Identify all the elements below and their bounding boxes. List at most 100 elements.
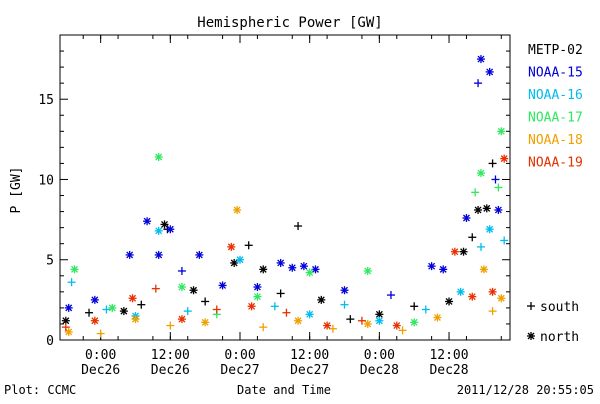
data-point-south [494, 183, 503, 192]
data-point-north [488, 287, 497, 296]
data-point-north [482, 204, 491, 213]
x-tick-label: 0:00 [364, 348, 395, 363]
data-point-north [166, 225, 175, 234]
data-point-south [476, 242, 485, 251]
series-noaa-16 [67, 225, 509, 325]
data-point-north [227, 242, 236, 251]
footer-timestamp: 2011/12/28 20:55:05 [457, 383, 594, 397]
data-point-north [177, 315, 186, 324]
data-point-north [433, 313, 442, 322]
x-tick-label: 0:00 [224, 348, 255, 363]
data-point-north [462, 214, 471, 222]
marker-legend-label: south [540, 300, 579, 315]
x-tick-date-label: Dec28 [360, 363, 399, 378]
footer-plot-credit: Plot: CCMC [4, 383, 76, 397]
y-tick-label: 0 [46, 334, 54, 349]
data-point-north [299, 262, 308, 271]
x-tick-label: 12:00 [151, 348, 190, 363]
data-point-north [410, 318, 419, 327]
data-point-north [236, 255, 244, 264]
data-point-north [456, 287, 465, 296]
data-point-north [195, 250, 204, 259]
data-point-south [212, 305, 221, 314]
data-point-south [177, 266, 186, 275]
data-point-south [276, 289, 285, 298]
y-axis-label: P [GW] [9, 167, 24, 214]
data-point-south [201, 297, 210, 306]
data-point-north [154, 226, 163, 235]
legend-entry: NOAA-17 [528, 111, 583, 126]
data-point-north [230, 258, 239, 267]
data-point-north [253, 292, 262, 301]
data-point-south [468, 233, 477, 242]
data-point-north [439, 265, 448, 274]
chart-title: Hemispheric Power [GW] [197, 15, 382, 31]
data-point-north [288, 263, 297, 272]
marker-legend-label: north [540, 330, 579, 345]
data-point-north [154, 250, 163, 259]
data-point-north [450, 247, 459, 256]
data-point-north [468, 292, 477, 301]
data-point-south [421, 305, 430, 314]
data-point-north [119, 307, 128, 316]
data-point-north [497, 294, 506, 303]
data-point-north [363, 319, 372, 328]
data-point-north [143, 217, 152, 226]
data-point-south [67, 278, 76, 287]
plot-frame [59, 34, 511, 341]
data-point-north [154, 153, 163, 161]
plot-area: 0510150:00Dec2612:00Dec260:00Dec2712:00D… [38, 34, 511, 378]
data-point-south [137, 300, 146, 309]
data-point-north [476, 169, 485, 178]
data-point-north [311, 265, 320, 274]
data-point-south [488, 159, 497, 168]
data-point-north [201, 318, 210, 327]
data-point-south [61, 323, 70, 332]
data-point-north [485, 225, 494, 234]
data-point-north [128, 294, 137, 303]
data-point-north [305, 268, 314, 277]
data-point-south [386, 291, 395, 300]
data-point-south [471, 188, 480, 197]
data-point-south [474, 79, 483, 88]
legend-entry: NOAA-19 [528, 156, 583, 171]
data-point-south [500, 236, 509, 245]
series-noaa-18 [64, 205, 506, 338]
legend-entry: NOAA-16 [528, 88, 583, 103]
data-point-north [340, 286, 349, 295]
series-noaa-17 [70, 127, 506, 327]
data-point-north [218, 281, 227, 290]
data-point-north [363, 266, 372, 275]
marker-legend-north: north [527, 330, 579, 345]
legend: METP-02 NOAA-15 NOAA-16 NOAA-17 NOAA-18 NOAA-… [527, 43, 583, 345]
data-point-north [64, 327, 73, 336]
data-point-north [497, 127, 506, 136]
x-tick-date-label: Dec27 [290, 363, 329, 378]
data-point-south [166, 321, 175, 330]
data-point-south [282, 308, 291, 317]
data-point-north [90, 316, 99, 325]
data-point-south [270, 302, 279, 311]
data-point-north [64, 303, 73, 312]
data-point-north [276, 258, 285, 267]
data-point-south [96, 329, 105, 338]
data-point-north [131, 315, 140, 324]
data-point-north [500, 154, 509, 163]
x-axis-label: Date and Time [237, 383, 331, 397]
data-point-north [317, 295, 326, 304]
data-point-south [346, 315, 355, 324]
data-point-south [357, 316, 366, 325]
legend-entry: NOAA-15 [528, 66, 583, 81]
data-point-south [491, 175, 500, 184]
x-tick-label: 12:00 [429, 348, 468, 363]
data-point-north [233, 205, 242, 214]
legend-entry: METP-02 [528, 43, 583, 58]
legend-entry: NOAA-18 [528, 133, 583, 148]
data-point-north [90, 295, 99, 304]
data-point-south [294, 222, 303, 231]
data-point-north [108, 303, 117, 312]
data-point-south [340, 300, 349, 309]
y-tick-label: 15 [38, 93, 54, 108]
